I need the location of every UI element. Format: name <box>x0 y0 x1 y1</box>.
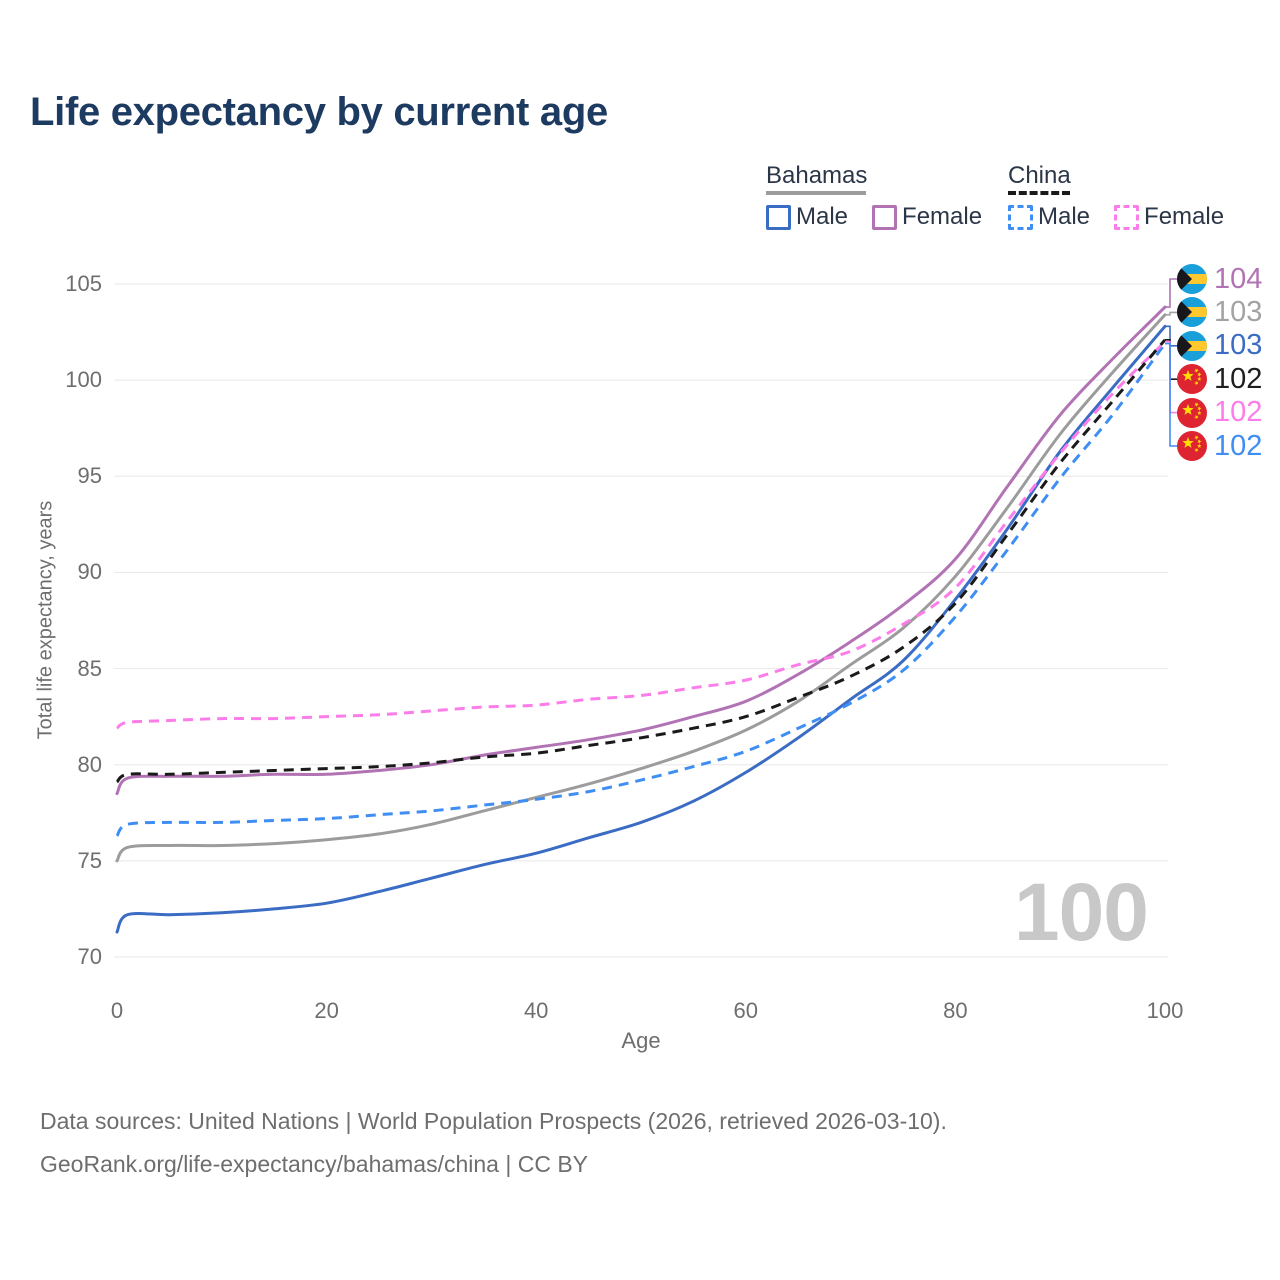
china-line-swatch <box>1008 191 1070 195</box>
chart-title: Life expectancy by current age <box>30 90 608 134</box>
end-label-value: 103 <box>1214 329 1263 362</box>
china-male-swatch <box>1008 204 1033 230</box>
end-label-row-bahamas-both: 103 <box>1177 296 1262 329</box>
y-tick-label: 90 <box>77 559 102 585</box>
y-tick-label: 85 <box>77 655 102 681</box>
chart-canvas[interactable] <box>0 0 1280 1080</box>
legend: Bahamas Male Female China Male <box>766 163 1266 241</box>
legend-item-label: Male <box>796 203 849 230</box>
end-label-value: 102 <box>1214 396 1263 429</box>
x-tick-label: 0 <box>110 998 124 1023</box>
leader-line-bahamas-male <box>1165 325 1178 347</box>
series-line-bahamas-both[interactable] <box>115 313 1167 863</box>
bahamas-line-swatch <box>766 191 866 195</box>
y-tick-label: 95 <box>77 463 102 489</box>
y-axis-title: Total life expectancy, years <box>34 500 57 740</box>
leader-line-bahamas-both <box>1165 311 1178 316</box>
china-female-swatch <box>1114 204 1140 230</box>
y-tick-label: 100 <box>65 367 102 393</box>
bahamas-flag-icon <box>1177 264 1207 294</box>
legend-item-china-male[interactable]: Male <box>1008 203 1090 231</box>
footer-data-sources: Data sources: United Nations | World Pop… <box>40 1108 947 1134</box>
bahamas-male-swatch <box>766 204 791 230</box>
leader-line-china-male <box>1165 342 1178 447</box>
x-tick-label: 20 <box>314 998 339 1023</box>
end-label-value: 102 <box>1214 429 1263 462</box>
footer: Data sources: United Nations | World Pop… <box>40 1100 947 1186</box>
footer-link: GeoRank.org/life-expectancy/bahamas/chin… <box>40 1151 589 1177</box>
y-tick-label: 80 <box>77 751 102 777</box>
legend-item-label: Male <box>1038 203 1091 230</box>
bahamas-flag-icon <box>1177 297 1207 328</box>
x-tick-label: 40 <box>523 998 549 1023</box>
legend-group-bahamas: Bahamas Male Female <box>766 163 982 231</box>
bahamas-female-swatch <box>872 204 898 230</box>
series-line-bahamas-male[interactable] <box>115 324 1167 934</box>
x-tick-label: 60 <box>733 998 759 1023</box>
x-axis-title: Age <box>621 1028 661 1053</box>
x-tick-label: 100 <box>1146 998 1184 1023</box>
end-label-row-bahamas-female: 104 <box>1177 263 1262 296</box>
china-flag-icon <box>1177 364 1207 395</box>
end-label-value: 102 <box>1214 362 1263 395</box>
x-tick-label: 80 <box>943 998 968 1023</box>
end-label-row-china-female: 102 <box>1177 396 1262 429</box>
end-label-value: 104 <box>1214 262 1263 295</box>
legend-item-label: Female <box>902 203 983 230</box>
legend-item-bahamas-male[interactable]: Male <box>766 203 848 231</box>
legend-item-label: Female <box>1144 203 1225 230</box>
end-label-row-china-both: 102 <box>1177 363 1262 396</box>
y-tick-label: 105 <box>65 271 102 296</box>
china-flag-icon <box>1177 397 1207 428</box>
age-watermark: 100 <box>1014 867 1149 958</box>
legend-item-bahamas-female[interactable]: Female <box>872 203 982 231</box>
china-flag-icon <box>1177 431 1207 461</box>
legend-item-china-female[interactable]: Female <box>1114 203 1224 231</box>
end-label-row-bahamas-male: 103 <box>1177 329 1262 362</box>
end-label-row-china-male: 102 <box>1177 430 1262 463</box>
leader-line-bahamas-female <box>1165 278 1178 308</box>
y-tick-label: 70 <box>77 944 102 969</box>
legend-group-title-bahamas[interactable]: Bahamas <box>766 162 868 189</box>
y-tick-label: 75 <box>77 847 102 873</box>
series-line-china-female[interactable] <box>116 340 1167 730</box>
bahamas-flag-icon <box>1177 330 1207 361</box>
series-line-china-male[interactable] <box>115 342 1167 837</box>
end-label-value: 103 <box>1214 295 1263 328</box>
series-line-bahamas-female[interactable] <box>115 305 1167 796</box>
series-line-china-both[interactable] <box>115 338 1167 784</box>
legend-group-title-china[interactable]: China <box>1008 162 1071 189</box>
legend-group-china: China Male Female <box>1008 163 1224 231</box>
